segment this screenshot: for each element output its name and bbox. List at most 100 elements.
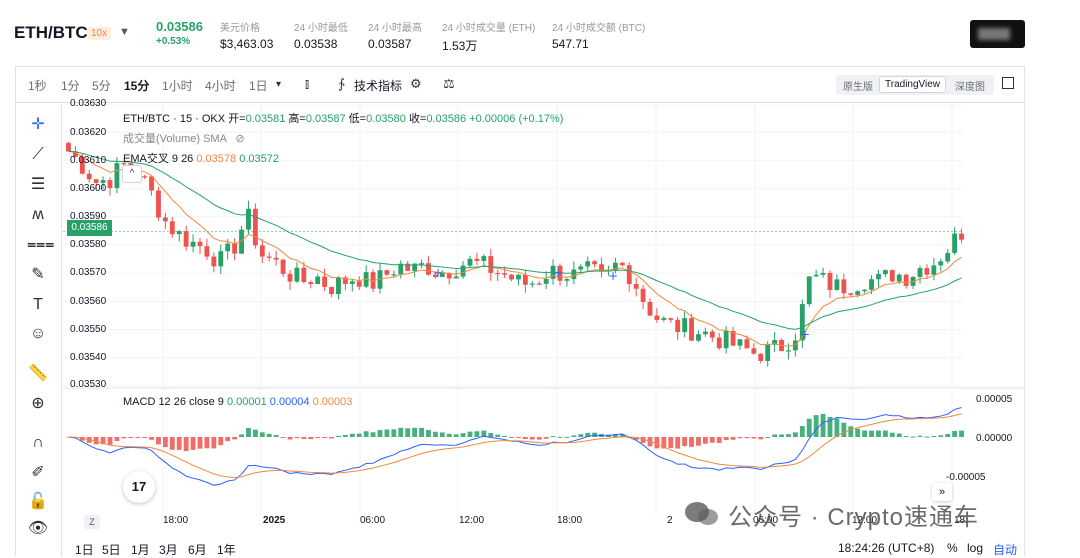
range-3m[interactable]: 3月 <box>159 543 178 557</box>
range-6m[interactable]: 6月 <box>188 543 207 557</box>
macd-histogram-bar <box>862 430 868 437</box>
macd-histogram-bar <box>453 434 459 437</box>
ema-legend[interactable]: EMA交叉 9 26 0.03578 0.03572 <box>123 150 279 166</box>
candle-body <box>633 284 639 289</box>
text-icon[interactable]: T <box>33 296 43 313</box>
macd-histogram-bar <box>612 434 618 437</box>
macd-histogram-bar <box>682 437 688 447</box>
candle-body <box>349 281 355 285</box>
fib-icon[interactable]: ☰ <box>30 176 46 193</box>
tradingview-logo[interactable]: 17 <box>123 471 155 503</box>
candle-body <box>336 277 341 294</box>
macd-hist-value: 0.00001 <box>226 396 267 408</box>
candle-body <box>467 258 473 266</box>
timeframe-5m[interactable]: 5分 <box>92 79 111 93</box>
stat-label: 24 小时最高 <box>368 23 422 34</box>
chart-canvas[interactable]: + + + + <box>63 104 1024 537</box>
measure-lines-icon[interactable]: ⩶ <box>27 236 55 253</box>
candle-body <box>259 245 265 257</box>
signal-line <box>68 413 962 479</box>
candle-body <box>488 256 494 273</box>
volume-legend[interactable]: 成交量(Volume) SMA ⊘ <box>123 130 245 146</box>
candle-body <box>252 208 258 246</box>
macd-histogram-bar <box>786 434 791 437</box>
pair-dropdown-icon[interactable]: ▼ <box>119 26 130 38</box>
hide-eye-icon[interactable]: ⊘ <box>235 133 245 145</box>
timeframe-1h[interactable]: 1小时 <box>162 79 193 93</box>
macd-histogram-bar <box>709 437 715 443</box>
candle-body <box>190 241 196 247</box>
lock-drawing-icon[interactable]: ✐ <box>31 464 45 481</box>
timeframe-15m[interactable]: 15分 <box>124 79 150 93</box>
eye-icon[interactable]: 👁 <box>27 520 49 537</box>
collapse-legend-button[interactable]: ^ <box>122 165 142 183</box>
macd-histogram-bar <box>903 436 909 438</box>
macd-histogram-bar <box>162 437 168 448</box>
brush-icon[interactable]: ✎ <box>31 266 45 283</box>
log-toggle[interactable]: log <box>967 541 984 555</box>
macd-histogram-bar <box>536 437 542 440</box>
timezone-button[interactable]: Z <box>84 515 100 529</box>
range-1y[interactable]: 1年 <box>217 543 236 557</box>
indicators-icon[interactable]: ∱ <box>338 76 345 91</box>
crosshair-icon[interactable]: ✛ <box>31 116 45 133</box>
candle-body <box>557 265 563 281</box>
macd-histogram-bar <box>952 430 958 437</box>
range-1m[interactable]: 1月 <box>131 543 150 557</box>
range-5d[interactable]: 5日 <box>102 543 121 557</box>
emoji-icon[interactable]: ☺ <box>29 325 47 342</box>
candle-body <box>661 318 667 320</box>
timeframe-4h[interactable]: 4小时 <box>205 79 236 93</box>
candle-body <box>405 263 411 271</box>
price-tick: 0.03570 <box>70 267 107 278</box>
scroll-to-realtime-button[interactable]: » <box>932 483 952 501</box>
macd-histogram-bar <box>675 437 681 449</box>
price-tick: 0.03580 <box>70 239 107 250</box>
macd-histogram-bar <box>723 437 729 440</box>
candle-body <box>280 259 286 274</box>
wechat-logo-icon <box>685 502 718 525</box>
ruler-icon[interactable]: 📏 <box>28 365 48 382</box>
macd-histogram-bar <box>910 436 916 438</box>
macd-histogram-bar <box>917 435 923 437</box>
candle-type-icon[interactable]: ⫾ <box>305 76 310 91</box>
zoom-in-icon[interactable]: ⊕ <box>31 395 45 412</box>
macd-histogram-bar <box>273 434 279 437</box>
compare-scale-icon[interactable]: ⚖ <box>443 76 455 91</box>
fullscreen-icon[interactable] <box>1002 77 1014 89</box>
view-native[interactable]: 原生版 <box>843 82 873 93</box>
timeframe-1m[interactable]: 1分 <box>61 79 80 93</box>
candle-body <box>294 267 300 282</box>
pair-title[interactable]: ETH/BTC <box>14 23 88 42</box>
indicators-button[interactable]: 技术指标 <box>354 79 403 93</box>
range-1d[interactable]: 1日 <box>75 543 94 557</box>
candle-body <box>730 330 736 346</box>
candle-body <box>225 243 231 252</box>
macd-histogram-bar <box>882 430 888 437</box>
unlock-icon[interactable]: 🔓 <box>28 493 48 510</box>
timeframe-more-icon[interactable]: ▾ <box>276 79 282 90</box>
macd-legend[interactable]: MACD 12 26 close 9 0.00001 0.00004 0.000… <box>123 396 352 408</box>
trend-line-icon[interactable]: ⟋ <box>32 146 44 163</box>
macd-histogram-bar <box>495 434 501 437</box>
pattern-icon[interactable]: ʍ <box>32 206 44 223</box>
drawing-toolbar: ✛ ⟋ ☰ ʍ ⩶ ✎ T ☺ 📏 ⊕ ∩ ✐ 🔓 👁 <box>16 104 62 557</box>
timeframe-1s[interactable]: 1秒 <box>28 79 47 93</box>
last-price: 0.03586 <box>156 19 203 34</box>
stat-value: 1.53万 <box>442 39 478 53</box>
macd-histogram-bar <box>79 437 85 441</box>
timeframe-1d[interactable]: 1日 <box>249 79 268 93</box>
macd-histogram-bar <box>218 437 224 446</box>
candle-body <box>882 270 888 275</box>
view-tradingview[interactable]: TradingView <box>879 76 947 93</box>
macd-histogram-bar <box>225 437 231 442</box>
macd-signal-value: 0.00003 <box>312 396 353 408</box>
macd-histogram-bar <box>398 427 404 437</box>
leverage-badge: 10x <box>87 27 112 40</box>
auto-toggle[interactable]: 自动 <box>993 543 1018 557</box>
magnet-icon[interactable]: ∩ <box>32 434 44 451</box>
percent-toggle[interactable]: % <box>947 541 958 555</box>
settings-gear-icon[interactable]: ⚙ <box>410 76 422 91</box>
view-depth[interactable]: 深度图 <box>955 82 985 93</box>
stat-value: 547.71 <box>552 37 589 51</box>
